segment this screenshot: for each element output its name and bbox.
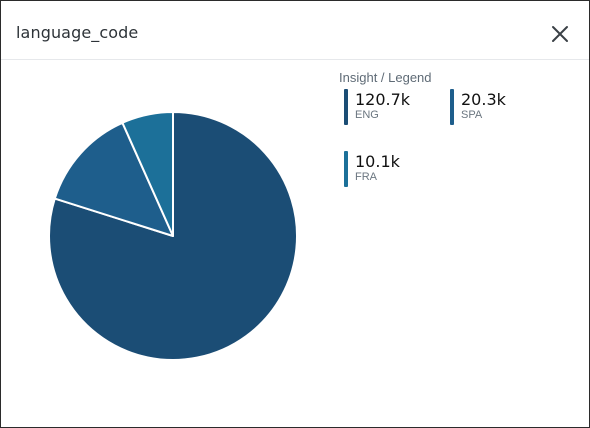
legend-title: Insight / Legend [339, 70, 432, 85]
legend-swatch [344, 151, 348, 187]
legend-value: 20.3k [461, 90, 506, 109]
legend-value: 120.7k [355, 90, 411, 109]
pie-slice-fra[interactable] [121, 111, 174, 237]
close-icon[interactable] [551, 25, 569, 43]
pie-chart [48, 111, 298, 361]
legend-swatch [450, 89, 454, 125]
legend-item-spa[interactable]: 20.3k SPA [450, 89, 506, 125]
pie-slice-eng[interactable] [48, 111, 298, 361]
panel-header: language_code [1, 1, 589, 60]
legend-value: 10.1k [355, 152, 400, 171]
pie-slice-spa[interactable] [53, 121, 174, 237]
legend-swatch [344, 89, 348, 125]
legend-item-fra[interactable]: 10.1k FRA [344, 151, 400, 187]
legend-label: FRA [355, 171, 377, 183]
legend-item-eng[interactable]: 120.7k ENG [344, 89, 410, 125]
legend-label: SPA [461, 109, 483, 121]
legend-label: ENG [355, 109, 379, 121]
panel-title: language_code [16, 23, 139, 42]
